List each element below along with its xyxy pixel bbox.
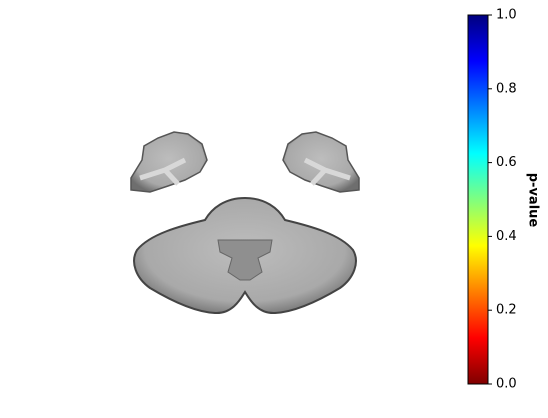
colorbar-label: p-value — [526, 173, 541, 228]
y-tick-label: 1.0 — [496, 8, 517, 23]
left-lobe-detail — [139, 157, 187, 186]
y-tick-label: 0.2 — [496, 303, 517, 318]
brainstem — [217, 239, 273, 281]
left-lobe — [130, 131, 208, 193]
y-tick-label: 0.4 — [496, 229, 517, 244]
y-tick-label: 0.6 — [496, 155, 517, 170]
right-lobe — [282, 131, 360, 193]
colorbar — [467, 14, 489, 385]
right-lobe-detail — [303, 157, 351, 186]
brain-slice — [130, 131, 360, 315]
y-tick-label: 0.0 — [496, 377, 517, 392]
y-tick-label: 0.8 — [496, 81, 517, 96]
